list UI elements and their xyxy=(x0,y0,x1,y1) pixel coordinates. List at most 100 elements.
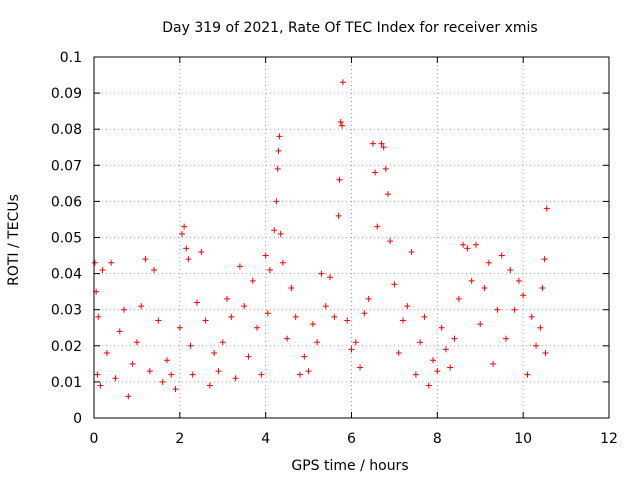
data-point xyxy=(198,248,205,255)
data-point xyxy=(181,223,188,230)
data-point xyxy=(142,256,149,263)
data-point xyxy=(425,382,432,389)
data-point xyxy=(232,375,239,382)
data-point xyxy=(395,350,402,357)
data-point xyxy=(384,191,391,198)
y-tick-labels: 0 0.01 0.02 0.03 0.04 0.05 0.06 0.07 0.08 0.09 0.1 xyxy=(51,50,82,427)
data-point xyxy=(412,371,419,378)
data-point xyxy=(438,324,445,331)
data-point xyxy=(421,313,428,320)
y-tick-label: 0.06 xyxy=(51,194,82,210)
y-tick-label: 0.05 xyxy=(51,231,82,247)
x-tick-labels: 0 2 4 6 8 10 12 xyxy=(90,431,618,447)
y-tick-label: 0.08 xyxy=(51,122,82,138)
y-tick-label: 0.02 xyxy=(51,339,82,355)
data-point xyxy=(468,277,475,284)
data-point xyxy=(254,324,261,331)
data-point xyxy=(274,165,281,172)
y-tick-label: 0.04 xyxy=(51,267,82,283)
data-point xyxy=(264,310,271,317)
data-point xyxy=(336,176,343,183)
data-point xyxy=(97,382,104,389)
data-point xyxy=(430,357,437,364)
data-point xyxy=(273,198,280,205)
data-point xyxy=(292,313,299,320)
data-point xyxy=(369,140,376,147)
data-point xyxy=(116,328,123,335)
data-point xyxy=(451,335,458,342)
data-point xyxy=(301,353,308,360)
data-point xyxy=(515,277,522,284)
data-point xyxy=(155,317,162,324)
x-tick-label: 10 xyxy=(514,431,532,447)
x-tick-label: 6 xyxy=(347,431,356,447)
data-point xyxy=(121,306,128,313)
data-point xyxy=(361,310,368,317)
data-point xyxy=(498,252,505,259)
data-point xyxy=(357,364,364,371)
axis-ticks xyxy=(93,56,610,419)
data-point xyxy=(322,303,329,310)
data-point xyxy=(297,371,303,378)
data-point xyxy=(507,266,514,273)
data-point xyxy=(524,371,531,378)
y-tick-label: 0.01 xyxy=(51,375,82,391)
data-point xyxy=(378,140,385,147)
data-point xyxy=(344,317,351,324)
data-point xyxy=(542,350,549,357)
data-point xyxy=(460,241,467,248)
data-point xyxy=(318,270,325,277)
data-point xyxy=(224,295,231,302)
data-point xyxy=(481,285,488,292)
data-point xyxy=(337,118,344,125)
data-point xyxy=(241,303,248,310)
data-point xyxy=(408,248,415,255)
data-point xyxy=(94,371,101,378)
x-tick-label: 12 xyxy=(600,431,618,447)
x-tick-label: 2 xyxy=(175,431,184,447)
data-point xyxy=(138,303,145,310)
data-point xyxy=(262,252,269,259)
data-point xyxy=(335,212,342,219)
data-point xyxy=(485,259,492,266)
data-point xyxy=(215,368,222,375)
data-point xyxy=(352,339,359,346)
data-point xyxy=(125,393,132,400)
data-point xyxy=(211,350,218,357)
y-tick-label: 0.09 xyxy=(51,86,82,102)
data-point xyxy=(99,266,106,273)
data-point xyxy=(339,122,346,129)
data-point xyxy=(417,339,424,346)
data-point xyxy=(194,299,200,306)
data-point xyxy=(314,339,321,346)
data-point xyxy=(541,256,548,263)
x-axis-label: GPS time / hours xyxy=(291,458,408,474)
data-point xyxy=(178,230,185,237)
data-point xyxy=(520,292,527,299)
data-point xyxy=(183,245,190,252)
data-point xyxy=(464,245,471,252)
data-point xyxy=(382,165,389,172)
x-tick-label: 0 xyxy=(90,431,99,447)
data-point xyxy=(266,266,273,273)
data-point xyxy=(271,227,278,234)
data-point xyxy=(284,335,291,342)
data-point xyxy=(163,357,170,364)
data-point xyxy=(434,368,441,375)
data-point xyxy=(236,263,243,270)
data-point xyxy=(249,277,256,284)
data-point xyxy=(365,295,372,302)
data-point xyxy=(258,371,265,378)
data-point xyxy=(151,266,158,273)
data-point xyxy=(103,350,110,357)
data-points xyxy=(91,79,550,400)
data-point xyxy=(543,205,550,212)
data-point xyxy=(528,313,535,320)
data-point xyxy=(176,324,183,331)
data-point xyxy=(185,256,192,263)
x-tick-label: 4 xyxy=(261,431,270,447)
data-point xyxy=(494,306,501,313)
data-point xyxy=(404,303,411,310)
data-point xyxy=(133,339,140,346)
